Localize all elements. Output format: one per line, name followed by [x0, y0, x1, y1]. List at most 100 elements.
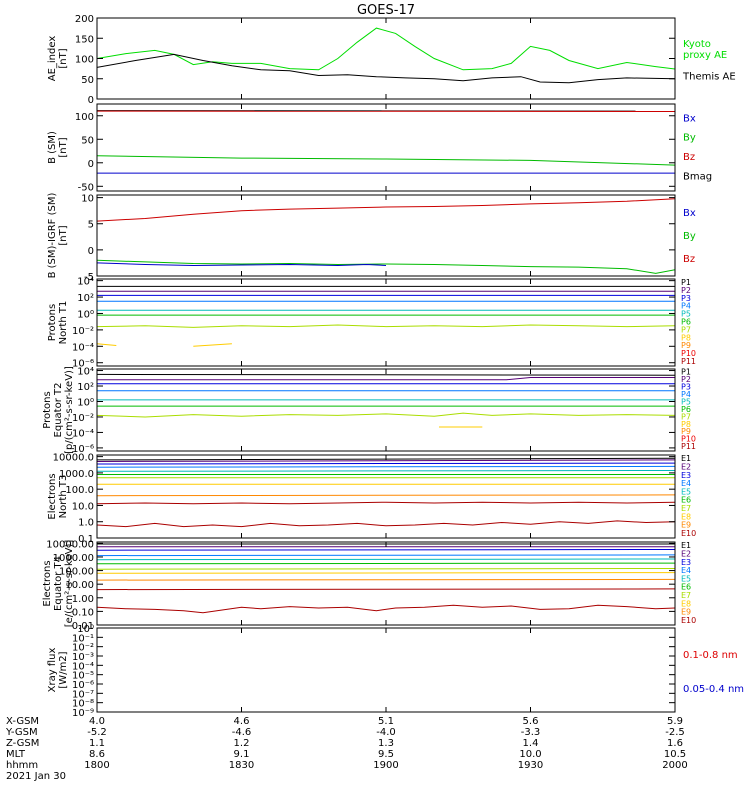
- y-axis-label: North T3: [58, 475, 69, 519]
- y-axis-label: [nT]: [58, 225, 69, 245]
- ephemeris-value: -4.0: [376, 727, 396, 738]
- series-line-e10-low: [97, 604, 675, 614]
- legend-item: By: [683, 231, 696, 242]
- ephemeris-value: -3.3: [521, 727, 541, 738]
- y-tick-label: 5: [88, 220, 94, 231]
- y-axis-label: B (SM): [47, 131, 58, 164]
- panel-series: [97, 27, 675, 84]
- series-line-e3: [97, 549, 675, 551]
- legend-item: P10: [681, 435, 696, 444]
- series-line-e10: [97, 501, 675, 505]
- series-line-p8: [97, 343, 117, 346]
- y-tick-label: 100: [75, 112, 94, 123]
- ephemeris-table: X-GSM 4.0 4.6 5.1 5.6 5.9 Y-GSM -5.2 -4.6 -4.0 -3.…: [5, 716, 688, 782]
- y-tick-label: 10⁰: [77, 624, 94, 635]
- ephemeris-value: 10.0: [519, 749, 541, 760]
- panel-series: [97, 110, 675, 174]
- ephemeris-value: 5.6: [523, 716, 539, 727]
- ephemeris-value: 2000: [662, 760, 687, 771]
- series-line-p1: [97, 373, 675, 376]
- y-tick-label: 10⁻⁶: [72, 444, 94, 455]
- ephemeris-value: 1.6: [667, 738, 683, 749]
- legend-item: P4: [681, 302, 691, 311]
- y-tick-label: 10⁻⁶: [72, 359, 94, 370]
- ephemeris-value: 1.2: [234, 738, 250, 749]
- y-tick-label: 10⁻⁶: [72, 680, 94, 691]
- series-line-p7: [97, 324, 675, 328]
- legend-item: P2: [681, 375, 691, 384]
- series-line-bx: [97, 262, 387, 267]
- ephemeris-value: 1.3: [378, 738, 394, 749]
- series-line-e4: [97, 465, 675, 468]
- ephemeris-value: -5.2: [87, 727, 107, 738]
- y-tick-label: 10000.0: [53, 453, 94, 464]
- legend-item: P1: [681, 278, 691, 287]
- legend-item: P8: [681, 420, 691, 429]
- y-axis-label: Xray flux: [47, 648, 58, 693]
- ephemeris-value: 1900: [373, 760, 398, 771]
- legend-item: E1: [681, 454, 691, 463]
- legend-item: E6: [681, 496, 691, 505]
- y-tick-label: 10⁻²: [72, 643, 94, 654]
- y-tick-label: -50: [78, 182, 94, 193]
- y-tick-label: 10⁻⁴: [72, 342, 94, 353]
- y-axis-label: B (SM)-IGRF (SM): [47, 193, 58, 279]
- ephemeris-value: 1.1: [89, 738, 105, 749]
- ephemeris-value: 9.1: [234, 749, 250, 760]
- legend-item: E2: [681, 550, 691, 559]
- legend-item: E1: [681, 541, 691, 550]
- legend-item: E8: [681, 512, 691, 521]
- panel-e2: 10000.00 1000.00 100.00 10.00 1.00 0.10 0.01 El…: [42, 539, 696, 632]
- series-line-e8: [97, 572, 675, 574]
- series-line-e9: [97, 578, 675, 581]
- legend-item: P7: [681, 325, 691, 334]
- y-tick-label: 10⁻⁵: [72, 671, 94, 682]
- y-tick-label: -5: [84, 272, 94, 283]
- legend-item: P7: [681, 412, 691, 421]
- y-tick-label: 0: [88, 95, 94, 106]
- legend-item: E7: [681, 504, 691, 513]
- panel-bsm: -50 0 50 100 B (SM) [nT] Bx By Bz Bmag: [47, 103, 712, 193]
- legend-item: Themis AE: [682, 72, 736, 83]
- series-line-e5: [97, 558, 675, 561]
- y-tick-label: 10.00: [65, 580, 94, 591]
- legend-item: 0.1-0.8 nm: [683, 650, 738, 661]
- y-axis-label: Electrons: [47, 473, 58, 519]
- y-tick-label: 10⁻³: [72, 652, 94, 663]
- y-tick-label: 10⁻⁷: [72, 689, 94, 700]
- legend-item: E5: [681, 487, 691, 496]
- y-tick-label: 10⁻²: [72, 326, 94, 337]
- legend-item: P9: [681, 341, 691, 350]
- y-tick-label: 0.1: [78, 534, 94, 545]
- ephemeris-row-label: Z-GSM: [6, 738, 39, 749]
- y-tick-label: 200: [75, 14, 94, 25]
- series-line-by: [97, 259, 675, 274]
- y-tick-label: 1.00: [72, 594, 94, 605]
- legend-item: E8: [681, 599, 691, 608]
- y-axis-label: [nT]: [58, 137, 69, 157]
- ephemeris-value: 4.0: [89, 716, 105, 727]
- ephemeris-value: 8.6: [89, 749, 105, 760]
- y-axis-label: Equator T4: [53, 556, 64, 611]
- legend-item: E10: [681, 616, 696, 625]
- panel-bdiff: -5 0 5 10 B (SM)-IGRF (SM) [nT] Bx By Bz: [47, 193, 696, 283]
- ephemeris-value: 1800: [84, 760, 109, 771]
- y-tick-label: 150: [75, 34, 94, 45]
- ephemeris-value: 5.9: [667, 716, 683, 727]
- y-tick-label: 10⁻⁸: [72, 699, 94, 710]
- date-label: 2021 Jan 30: [6, 771, 66, 782]
- y-axis-label: [p/(cm²-s-sr-keV)]: [64, 366, 75, 454]
- y-tick-label: 0.10: [72, 607, 94, 618]
- legend-item: E4: [681, 566, 691, 575]
- legend-item: P11: [681, 357, 696, 366]
- legend-item: P6: [681, 405, 691, 414]
- y-axis-label: [nT]: [58, 48, 69, 68]
- y-tick-label: 10²: [77, 382, 94, 393]
- legend-item: P1: [681, 368, 691, 377]
- legend-item: P9: [681, 427, 691, 436]
- legend-item: P5: [681, 397, 691, 406]
- y-tick-label: 10⁴: [77, 277, 94, 288]
